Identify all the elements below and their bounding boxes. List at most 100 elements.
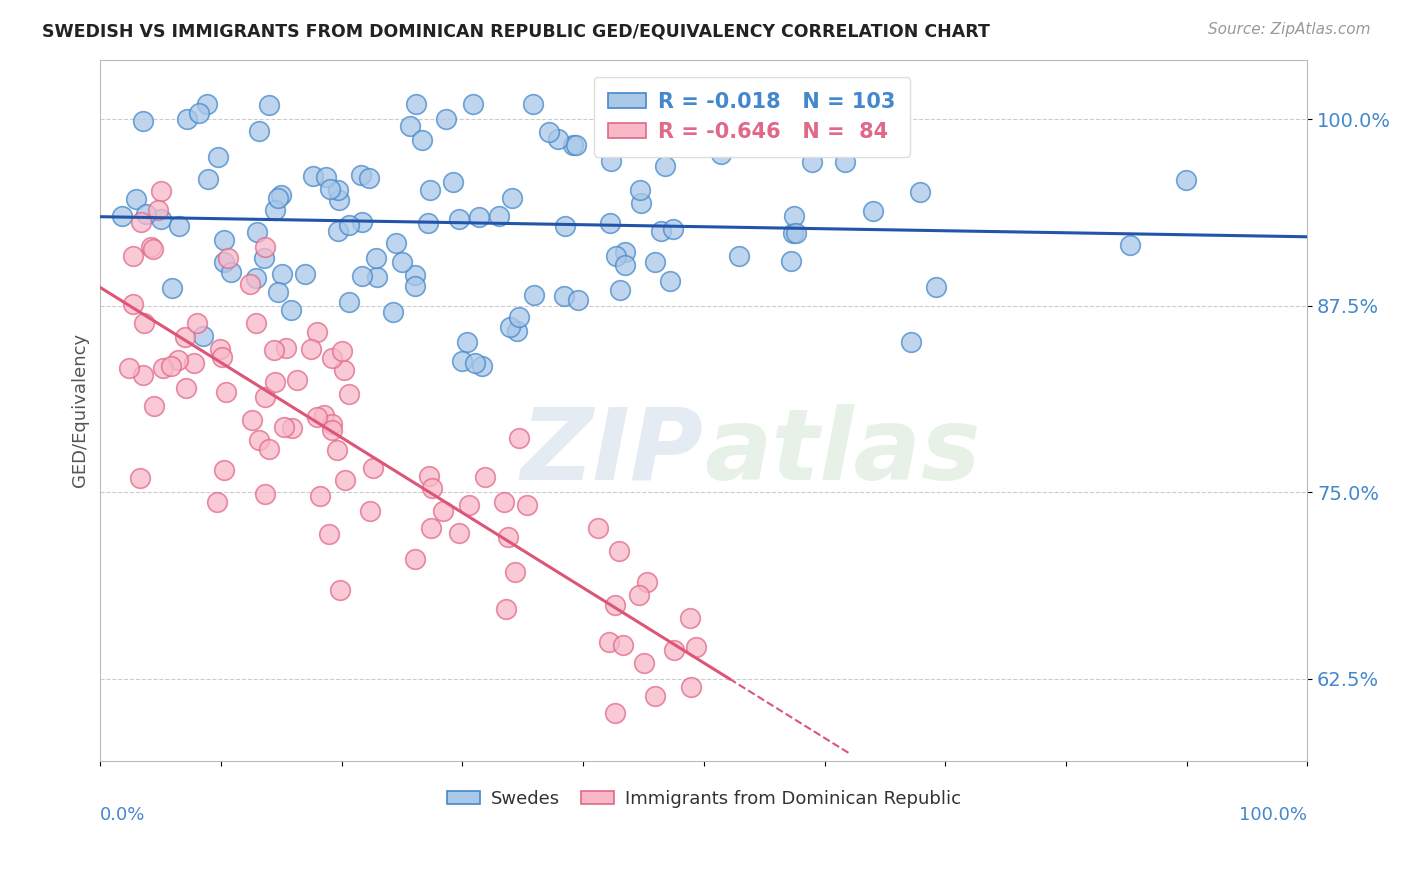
Point (644, 689, 666, 703)
Point (245, 316, 267, 330)
Point (267, 285, 290, 299)
Point (862, 204, 884, 219)
Point (834, 155, 856, 169)
Point (246, 225, 269, 239)
Point (361, 461, 384, 475)
Point (131, 113, 153, 128)
Point (498, 530, 520, 544)
Point (135, 207, 157, 221)
Point (333, 473, 356, 487)
Point (212, 233, 235, 247)
Point (1119, 237, 1142, 252)
Point (508, 431, 530, 445)
Point (468, 211, 491, 225)
Point (381, 305, 404, 319)
Point (207, 150, 229, 164)
Legend: Swedes, Immigrants from Dominican Republic: Swedes, Immigrants from Dominican Republ… (440, 782, 967, 815)
Point (727, 249, 749, 263)
Point (463, 97, 485, 112)
Point (215, 385, 238, 400)
Point (166, 353, 188, 368)
Point (305, 409, 328, 424)
Point (257, 442, 280, 456)
Point (326, 443, 349, 458)
Point (328, 183, 350, 197)
Point (271, 267, 294, 281)
Point (212, 255, 235, 269)
Point (384, 235, 406, 250)
Text: ZIP: ZIP (520, 404, 704, 500)
Point (908, 185, 931, 199)
Point (129, 470, 152, 484)
Point (253, 390, 276, 404)
Point (567, 293, 589, 307)
Point (142, 242, 165, 256)
Point (307, 325, 329, 339)
Point (141, 240, 163, 254)
Point (312, 408, 335, 422)
Point (636, 575, 658, 590)
Point (197, 171, 219, 186)
Point (118, 361, 141, 376)
Point (562, 138, 585, 153)
Point (333, 363, 356, 377)
Point (329, 582, 352, 597)
Point (302, 169, 325, 184)
Point (900, 334, 922, 349)
Point (146, 203, 169, 218)
Point (450, 353, 472, 368)
Text: 100.0%: 100.0% (1239, 806, 1308, 824)
Point (785, 226, 807, 240)
Point (208, 342, 231, 356)
Point (782, 226, 804, 240)
Point (121, 297, 143, 311)
Point (456, 334, 478, 349)
Point (419, 183, 441, 197)
Point (273, 420, 295, 434)
Point (492, 494, 515, 508)
Text: SWEDISH VS IMMIGRANTS FROM DOMINICAN REPUBLIC GED/EQUIVALENCY CORRELATION CHART: SWEDISH VS IMMIGRANTS FROM DOMINICAN REP… (42, 22, 990, 40)
Point (420, 481, 443, 495)
Point (245, 270, 267, 285)
Point (330, 344, 353, 359)
Point (337, 387, 360, 401)
Point (405, 97, 427, 112)
Text: Source: ZipAtlas.com: Source: ZipAtlas.com (1208, 22, 1371, 37)
Point (132, 368, 155, 383)
Point (211, 351, 233, 365)
Point (257, 97, 280, 112)
Point (516, 499, 538, 513)
Point (321, 351, 343, 365)
Point (419, 521, 441, 535)
Point (253, 251, 276, 265)
Point (488, 209, 510, 223)
Point (458, 499, 481, 513)
Point (337, 218, 360, 232)
Point (263, 343, 285, 358)
Point (350, 269, 373, 284)
Point (586, 521, 609, 535)
Point (359, 504, 381, 518)
Point (505, 324, 527, 338)
Point (630, 196, 652, 211)
Point (239, 277, 262, 292)
Point (321, 417, 343, 431)
Point (464, 355, 486, 369)
Point (152, 361, 174, 376)
Point (418, 468, 440, 483)
Point (309, 489, 332, 503)
Point (263, 203, 285, 218)
Point (326, 223, 349, 237)
Point (328, 193, 350, 207)
Point (565, 138, 588, 153)
Point (662, 222, 685, 236)
Point (441, 175, 464, 189)
Point (350, 168, 373, 182)
Point (160, 359, 183, 374)
Point (522, 97, 544, 112)
Point (318, 182, 340, 196)
Point (404, 551, 426, 566)
Point (188, 105, 211, 120)
Point (614, 244, 637, 259)
Point (471, 359, 494, 374)
